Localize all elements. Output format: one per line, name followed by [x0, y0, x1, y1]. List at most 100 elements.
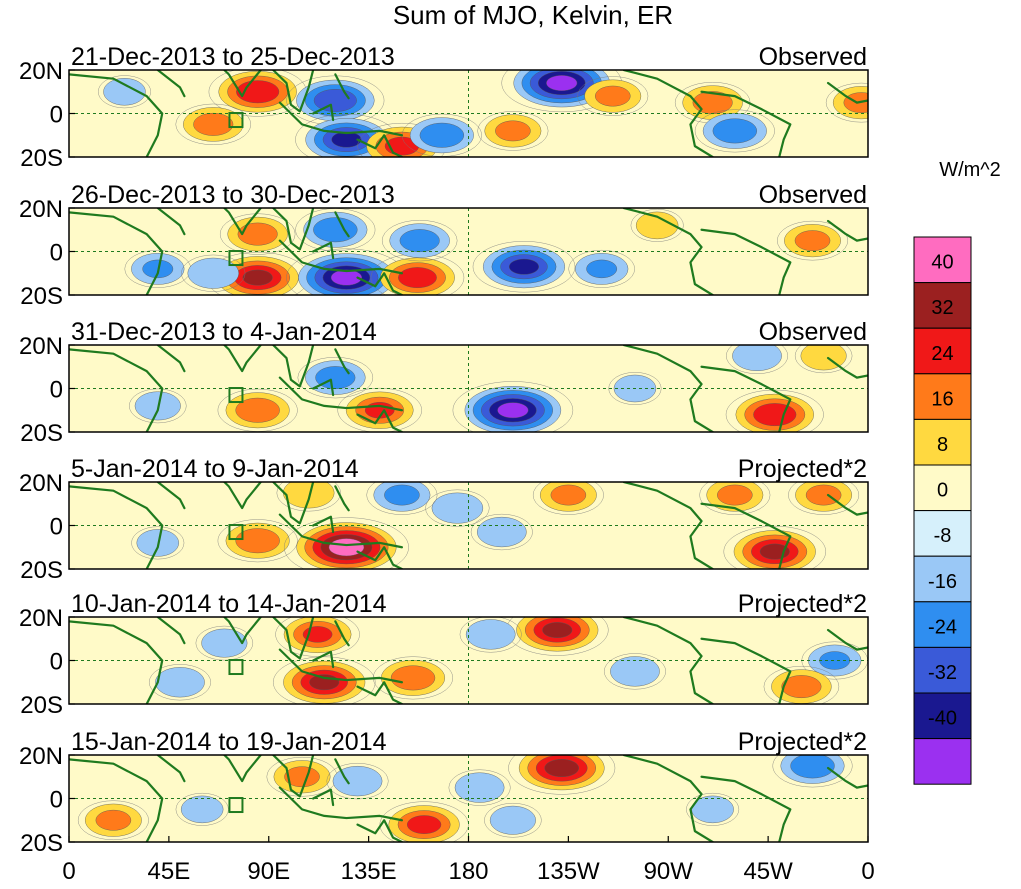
contour-level	[390, 665, 436, 691]
contour-outline	[794, 345, 853, 374]
contour-level	[805, 484, 842, 506]
y-tick-label: 0	[50, 787, 63, 814]
coastline	[272, 208, 315, 251]
y-tick-label: 20S	[20, 145, 63, 172]
colorbar-swatch	[913, 236, 972, 284]
coastline	[826, 81, 868, 104]
colorbar-label: -16	[928, 571, 957, 593]
anomaly-feature	[630, 208, 684, 242]
coastline	[622, 345, 714, 432]
anomaly-feature	[726, 345, 788, 374]
coastline	[334, 620, 350, 647]
coastline	[356, 272, 404, 295]
colorbar-swatch	[913, 738, 972, 785]
colorbar-swatch	[913, 282, 972, 329]
anomaly-feature	[266, 756, 338, 797]
coastline	[69, 73, 164, 157]
anomaly-feature	[206, 251, 309, 295]
anomaly-feature	[577, 76, 649, 116]
coastline	[622, 755, 714, 842]
colorbar-swatch	[913, 464, 972, 512]
y-tick-label: 0	[50, 102, 63, 129]
anomaly-field	[124, 208, 848, 295]
contour-level	[546, 75, 578, 91]
y-tick-label: 20N	[19, 470, 63, 497]
anomaly-feature	[98, 75, 151, 109]
contour-outline	[131, 526, 185, 560]
panel-date-range: 15-Jan-2014 to 19-Jan-2014	[71, 728, 387, 756]
panel-tag: Projected*2	[738, 455, 867, 483]
contour-outline	[175, 792, 229, 826]
contour-level	[237, 222, 278, 246]
coastline	[222, 208, 263, 236]
anomaly-feature	[772, 755, 853, 788]
contour-outline	[577, 76, 649, 116]
colorbar-label: 40	[931, 252, 953, 274]
coastline	[700, 90, 792, 157]
contour-level	[495, 120, 531, 142]
coastlines	[69, 70, 868, 157]
coastline	[334, 758, 350, 785]
colorbar-swatch	[913, 646, 972, 694]
coastline	[826, 766, 868, 789]
contour-outline	[276, 482, 341, 512]
panel-date-range: 10-Jan-2014 to 14-Jan-2014	[71, 590, 387, 618]
panel-date-range: 26-Dec-2013 to 30-Dec-2013	[71, 181, 395, 209]
contour-level	[328, 538, 365, 557]
colorbar-label: -24	[928, 616, 957, 638]
contour-outline	[297, 357, 374, 399]
colorbar-label: 0	[937, 480, 948, 502]
panel-tag: Projected*2	[738, 590, 867, 618]
anomaly-field	[149, 617, 868, 704]
coastline	[334, 485, 350, 512]
coastline	[272, 70, 315, 113]
anomaly-feature	[77, 800, 149, 841]
contour-level	[753, 403, 797, 427]
coastline	[622, 482, 714, 569]
reference-box	[228, 112, 244, 129]
contour-outline	[195, 625, 254, 661]
y-tick-label: 0	[50, 377, 63, 404]
contour-outline	[149, 664, 211, 701]
contour-outline	[763, 666, 840, 704]
coastline	[156, 617, 186, 645]
contour-level	[398, 267, 437, 288]
anomaly-feature	[181, 254, 246, 292]
contour-outline	[77, 800, 149, 841]
coastline	[826, 219, 868, 242]
anomaly-feature	[401, 113, 482, 157]
contour-outline	[217, 519, 298, 563]
anomaly-feature	[459, 617, 522, 653]
coastline	[156, 345, 186, 373]
coastline	[356, 819, 404, 842]
coastline	[700, 637, 792, 704]
anomaly-feature	[381, 220, 458, 262]
anomaly-feature	[337, 387, 422, 432]
anomaly-feature	[175, 792, 229, 826]
panels-group: 20N 0 20S 21-Dec-2013 to 25-Dec-2013 Observe…	[19, 43, 869, 857]
coastline	[312, 515, 335, 534]
colorbar-label: 24	[931, 343, 953, 365]
anomaly-field	[98, 70, 868, 157]
contour-outline	[181, 254, 246, 292]
coastlines	[69, 617, 868, 704]
contour-level	[235, 397, 280, 423]
colorbar-label: 32	[931, 297, 953, 319]
coastline	[278, 101, 404, 137]
coastline	[700, 502, 792, 569]
coastline	[334, 73, 350, 100]
contour-level	[95, 809, 132, 831]
anomaly-feature	[175, 103, 251, 145]
contour-level	[586, 259, 618, 279]
coastline	[69, 758, 164, 842]
contour-outline	[425, 489, 490, 527]
anomaly-feature	[425, 489, 490, 527]
reference-box	[228, 524, 244, 541]
colorbar-swatch	[913, 418, 972, 466]
contour-level	[242, 269, 273, 286]
anomaly-feature	[568, 249, 635, 288]
reference-box	[228, 387, 244, 404]
anomaly-feature	[366, 482, 438, 515]
colorbar: 40 32 24 16 8 0 -8 -16 -24 -32 -40	[913, 236, 972, 785]
